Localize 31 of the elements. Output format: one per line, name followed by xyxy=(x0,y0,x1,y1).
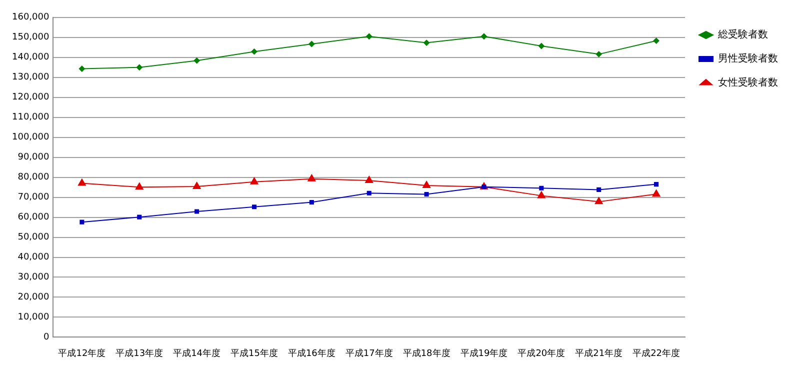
x-tick-label: 平成22年度 xyxy=(632,348,680,359)
legend-label: 男性受験者数 xyxy=(718,52,778,65)
y-tick-label: 150,000 xyxy=(12,32,50,43)
x-tick-label: 平成19年度 xyxy=(460,348,508,359)
y-tick-label: 20,000 xyxy=(18,292,50,303)
x-tick-label: 平成17年度 xyxy=(345,348,393,359)
x-tick-label: 平成13年度 xyxy=(116,348,164,359)
y-tick-label: 160,000 xyxy=(12,12,50,23)
x-tick-label: 平成21年度 xyxy=(575,348,623,359)
y-tick-label: 40,000 xyxy=(18,252,50,263)
y-tick-label: 120,000 xyxy=(12,92,50,103)
y-tick-label: 90,000 xyxy=(18,152,50,163)
y-tick-label: 130,000 xyxy=(12,72,50,83)
y-tick-label: 80,000 xyxy=(18,172,50,183)
legend-label: 女性受験者数 xyxy=(718,76,778,89)
y-tick-label: 110,000 xyxy=(12,112,50,123)
y-tick-label: 100,000 xyxy=(12,132,50,143)
x-tick-label: 平成14年度 xyxy=(173,348,221,359)
y-tick-label: 10,000 xyxy=(18,312,50,323)
y-tick-label: 0 xyxy=(43,332,50,343)
y-tick-label: 140,000 xyxy=(12,52,50,63)
y-tick-label: 30,000 xyxy=(18,272,50,283)
y-tick-label: 70,000 xyxy=(18,192,50,203)
x-tick-label: 平成12年度 xyxy=(58,348,106,359)
legend-label: 総受験者数 xyxy=(717,28,768,41)
x-tick-label: 平成15年度 xyxy=(230,348,278,359)
x-tick-label: 平成20年度 xyxy=(518,348,566,359)
x-tick-label: 平成16年度 xyxy=(288,348,336,359)
y-tick-label: 50,000 xyxy=(18,232,50,243)
y-tick-label: 60,000 xyxy=(18,212,50,223)
x-tick-label: 平成18年度 xyxy=(402,348,450,359)
